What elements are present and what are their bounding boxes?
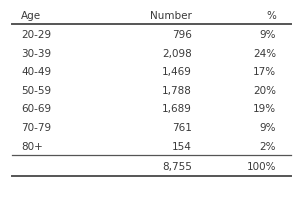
Text: Number: Number <box>150 11 192 21</box>
Text: 1,469: 1,469 <box>162 67 192 77</box>
Text: 796: 796 <box>172 30 192 40</box>
Text: 80+: 80+ <box>21 141 43 151</box>
Text: Age: Age <box>21 11 41 21</box>
Text: 2,098: 2,098 <box>162 48 192 58</box>
Text: 9%: 9% <box>260 122 276 132</box>
Text: 20%: 20% <box>253 85 276 95</box>
Text: 20-29: 20-29 <box>21 30 51 40</box>
Text: 70-79: 70-79 <box>21 122 51 132</box>
Text: 1,689: 1,689 <box>162 104 192 114</box>
Text: 2%: 2% <box>260 141 276 151</box>
Text: 60-69: 60-69 <box>21 104 51 114</box>
Text: 30-39: 30-39 <box>21 48 51 58</box>
Text: 154: 154 <box>172 141 192 151</box>
Text: 40-49: 40-49 <box>21 67 51 77</box>
Text: 1,788: 1,788 <box>162 85 192 95</box>
Text: 9%: 9% <box>260 30 276 40</box>
Text: 761: 761 <box>172 122 192 132</box>
Text: 19%: 19% <box>253 104 276 114</box>
Text: %: % <box>266 11 276 21</box>
Text: 24%: 24% <box>253 48 276 58</box>
Text: 100%: 100% <box>247 161 276 171</box>
Text: 8,755: 8,755 <box>162 161 192 171</box>
Text: 50-59: 50-59 <box>21 85 51 95</box>
Text: 17%: 17% <box>253 67 276 77</box>
